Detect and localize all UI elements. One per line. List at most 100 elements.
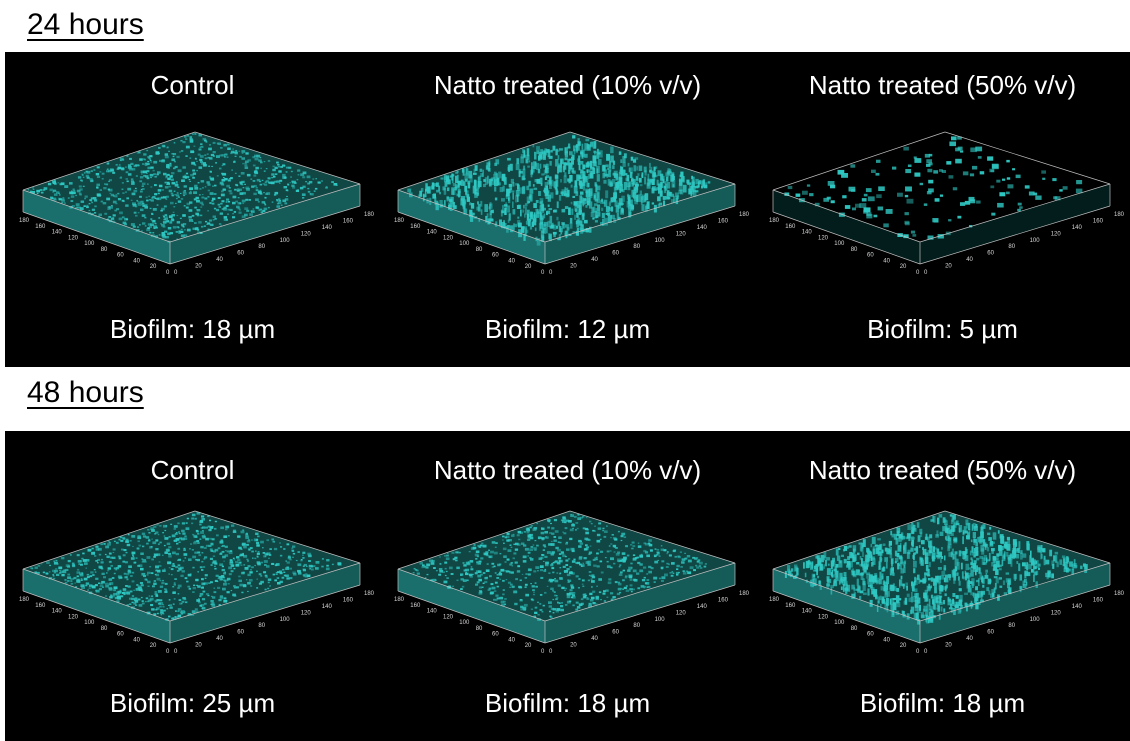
- biofilm-speckle: [972, 166, 977, 170]
- biofilm-speckle: [168, 232, 170, 233]
- biofilm-speckle: [93, 197, 97, 200]
- biofilm-speckle: [72, 578, 75, 580]
- biofilm-speckle: [1008, 581, 1011, 584]
- biofilm-speckle: [884, 557, 888, 562]
- biofilm-speckle: [226, 199, 229, 201]
- biofilm-speckle: [640, 191, 642, 196]
- biofilm-speckle: [676, 565, 679, 567]
- biofilm-speckle: [219, 168, 222, 170]
- biofilm-speckle: [622, 552, 626, 555]
- biofilm-speckle: [652, 186, 656, 190]
- biofilm-speckle: [554, 578, 556, 579]
- biofilm-speckle: [221, 173, 223, 175]
- biofilm-speckle: [923, 609, 925, 612]
- biofilm-speckle: [495, 582, 498, 584]
- biofilm-speckle: [154, 580, 156, 582]
- biofilm-speckle: [232, 216, 235, 218]
- biofilm-speckle: [1007, 177, 1010, 179]
- biofilm-speckle: [491, 583, 494, 585]
- biofilm-speckle: [189, 179, 191, 180]
- biofilm-speckle: [175, 203, 177, 204]
- biofilm-speckle: [612, 534, 614, 536]
- biofilm-speckle: [174, 584, 176, 586]
- biofilm-speckle: [179, 533, 181, 534]
- biofilm-speckle: [1039, 547, 1043, 552]
- biofilm-speckle: [183, 549, 186, 551]
- biofilm-speckle: [510, 544, 512, 545]
- biofilm-speckle: [959, 528, 961, 533]
- biofilm-speckle: [120, 158, 124, 161]
- biofilm-speckle: [450, 175, 452, 177]
- biofilm-speckle: [611, 207, 613, 212]
- biofilm-speckle: [128, 173, 132, 176]
- biofilm-speckle: [971, 566, 973, 568]
- biofilm-speckle: [62, 197, 64, 198]
- biofilm-speckle: [597, 168, 599, 173]
- biofilm-speckle: [673, 184, 675, 187]
- biofilm-speckle: [505, 561, 507, 562]
- biofilm-speckle: [243, 192, 246, 194]
- biofilm-speckle: [319, 182, 321, 184]
- biofilm-speckle: [820, 564, 823, 570]
- biofilm-speckle: [508, 582, 511, 584]
- biofilm-speckle: [956, 523, 960, 525]
- biofilm-speckle: [554, 591, 556, 592]
- axis-tick-label-x: 60: [492, 632, 499, 638]
- biofilm-speckle: [256, 587, 258, 588]
- biofilm-3d-svg: 0 020 2040 4060 6080 801001001201201401401601…: [755, 501, 1130, 686]
- biofilm-speckle: [918, 535, 920, 541]
- biofilm-speckle: [174, 582, 176, 583]
- biofilm-speckle: [981, 592, 983, 597]
- biofilm-speckle: [1020, 574, 1023, 580]
- biofilm-speckle: [56, 574, 59, 576]
- biofilm-speckle: [237, 188, 239, 190]
- biofilm-speckle: [953, 537, 957, 543]
- biofilm-speckle: [159, 525, 161, 527]
- biofilm-speckle: [153, 161, 157, 164]
- biofilm-speckle: [616, 553, 620, 556]
- biofilm-speckle: [540, 565, 544, 568]
- biofilm-speckle: [545, 189, 549, 191]
- biofilm-speckle: [202, 194, 204, 195]
- biofilm-speckle: [588, 144, 591, 150]
- biofilm-speckle: [241, 181, 244, 183]
- biofilm-speckle: [1007, 539, 1010, 545]
- biofilm-speckle: [958, 147, 963, 150]
- biofilm-speckle: [503, 589, 505, 591]
- biofilm-speckle: [87, 576, 90, 578]
- axis-tick-label-y: 180: [364, 591, 375, 597]
- biofilm-speckle: [143, 153, 146, 155]
- biofilm-speckle: [165, 186, 169, 188]
- biofilm-speckle: [557, 549, 561, 552]
- biofilm-speckle: [907, 524, 911, 530]
- biofilm-speckle: [219, 553, 222, 555]
- biofilm-speckle: [1002, 560, 1004, 566]
- biofilm-speckle: [607, 565, 611, 568]
- biofilm-speckle: [958, 576, 960, 580]
- biofilm-speckle: [421, 188, 424, 192]
- axis-tick-label-y: 80: [633, 623, 640, 629]
- biofilm-speckle: [86, 206, 89, 208]
- biofilm-speckle: [959, 600, 963, 607]
- biofilm-speckle: [596, 596, 600, 599]
- biofilm-speckle: [582, 144, 584, 150]
- biofilm-speckle: [657, 549, 660, 551]
- biofilm-speckle: [61, 198, 64, 200]
- biofilm-speckle: [146, 597, 149, 599]
- biofilm-speckle: [929, 562, 931, 567]
- biofilm-speckle: [120, 595, 123, 597]
- biofilm-speckle: [551, 579, 554, 581]
- biofilm-speckle: [170, 607, 173, 609]
- biofilm-speckle: [127, 181, 129, 183]
- biofilm-speckle: [1001, 546, 1004, 550]
- biofilm-speckle: [666, 566, 669, 568]
- biofilm-speckle: [510, 225, 514, 232]
- biofilm-speckle: [571, 209, 573, 215]
- axis-tick-label-y: 80: [258, 623, 265, 629]
- biofilm-speckle: [205, 574, 208, 576]
- biofilm-speckle: [151, 608, 154, 610]
- biofilm-speckle: [89, 203, 91, 204]
- biofilm-speckle: [833, 574, 835, 577]
- biofilm-speckle: [83, 177, 85, 178]
- biofilm-speckle: [227, 591, 230, 593]
